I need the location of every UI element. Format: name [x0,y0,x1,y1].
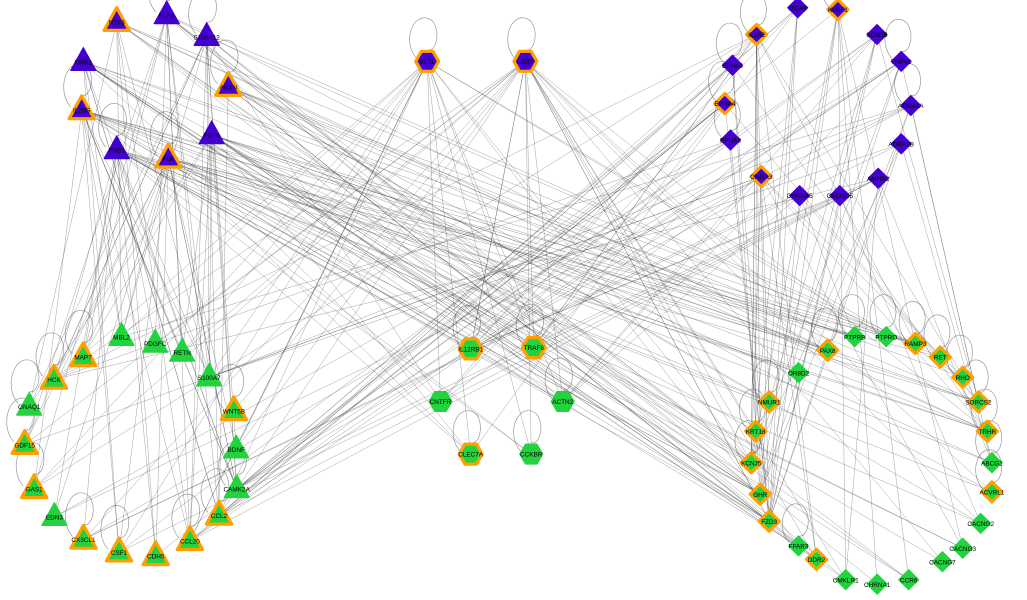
svg-text:SORCS2: SORCS2 [965,400,992,407]
svg-text:FZD3: FZD3 [761,519,777,526]
svg-text:RAMP3: RAMP3 [904,341,926,348]
svg-text:ADRA1A: ADRA1A [898,103,924,110]
svg-text:GNAQ1: GNAQ1 [18,404,41,411]
svg-text:S100A7: S100A7 [198,375,221,382]
svg-text:TRPV1: TRPV1 [891,59,912,66]
svg-text:FNB1: FNB1 [109,148,126,155]
svg-text:CMKLR1: CMKLR1 [833,577,859,584]
svg-text:RETN: RETN [173,350,191,357]
svg-text:CHRNA1: CHRNA1 [864,582,891,589]
svg-text:CCL20: CCL20 [180,538,200,545]
svg-text:CDH5: CDH5 [147,554,165,561]
svg-text:NTF3: NTF3 [109,19,125,26]
svg-text:PDGFC: PDGFC [144,341,167,348]
svg-text:CCKBR: CCKBR [520,452,543,459]
svg-text:ADRA1B: ADRA1B [888,141,914,148]
svg-text:KLRF1: KLRF1 [828,7,848,14]
svg-text:CACNG2: CACNG2 [967,521,994,528]
svg-text:FFAR3: FFAR3 [789,544,809,551]
svg-text:CACNG7: CACNG7 [929,559,956,566]
svg-text:ARTN: ARTN [220,84,238,91]
svg-text:EPHA3: EPHA3 [720,138,741,145]
svg-text:CNTFR: CNTFR [430,399,452,406]
svg-text:KRT18: KRT18 [746,429,766,436]
svg-text:GDF15: GDF15 [14,442,35,449]
svg-text:KCNJ5: KCNJ5 [741,460,762,467]
svg-text:FGF6: FGF6 [204,133,221,140]
svg-text:MBL2: MBL2 [113,334,130,341]
svg-text:TRHR: TRHR [979,429,997,436]
svg-text:PTPRB: PTPRB [844,334,865,341]
svg-text:ITGA8: ITGA8 [788,5,807,12]
svg-text:RET: RET [934,355,947,362]
svg-text:EPHA5: EPHA5 [722,63,743,70]
svg-text:FLK: FLK [162,156,174,163]
svg-text:GAS1: GAS1 [26,487,43,494]
svg-text:NRG1: NRG1 [74,59,92,66]
svg-text:OR8D2: OR8D2 [788,370,810,377]
svg-text:DDR2: DDR2 [808,557,826,564]
svg-text:SCN3B: SCN3B [866,32,887,39]
svg-text:CACNG5: CACNG5 [826,193,853,200]
svg-text:AMHR2: AMHR2 [867,176,890,183]
svg-text:HCK: HCK [47,377,61,384]
svg-text:EDN3: EDN3 [46,514,63,521]
svg-text:IL1R2: IL1R2 [748,32,765,39]
svg-text:CLEC7A: CLEC7A [458,452,484,459]
svg-text:FLA1: FLA1 [159,13,175,20]
svg-text:ESR2: ESR2 [517,59,534,66]
svg-text:GHR: GHR [753,492,768,499]
svg-text:CCR6: CCR6 [900,577,918,584]
svg-text:PTPRO: PTPRO [875,334,897,341]
svg-text:CSF1: CSF1 [111,550,128,557]
svg-text:NMUR1: NMUR1 [758,400,781,407]
svg-text:RHO: RHO [956,375,970,382]
svg-text:ACVRL1: ACVRL1 [979,490,1004,497]
svg-text:CAMK2A: CAMK2A [224,487,251,494]
svg-text:PAX8: PAX8 [820,348,836,355]
svg-text:MAPT: MAPT [74,355,92,362]
svg-text:TRAF6: TRAF6 [524,345,545,352]
svg-text:CCL2: CCL2 [211,513,228,520]
svg-text:IL12RB1: IL12RB1 [458,347,483,354]
svg-text:IRS1: IRS1 [420,59,435,66]
svg-text:BDNF: BDNF [227,447,244,454]
svg-text:CACNG3: CACNG3 [949,546,976,553]
svg-text:WNT5B: WNT5B [223,409,245,416]
svg-text:EPHA4: EPHA4 [714,101,735,108]
svg-text:ABCG2: ABCG2 [981,460,1003,467]
svg-text:ACTN2: ACTN2 [552,399,573,406]
svg-text:CNGA3: CNGA3 [750,174,772,181]
svg-text:S100A12: S100A12 [194,34,221,41]
svg-text:CX3CL1: CX3CL1 [71,537,96,544]
svg-text:IL20G: IL20G [73,108,90,115]
svg-text:CHRNA5: CHRNA5 [786,193,813,200]
